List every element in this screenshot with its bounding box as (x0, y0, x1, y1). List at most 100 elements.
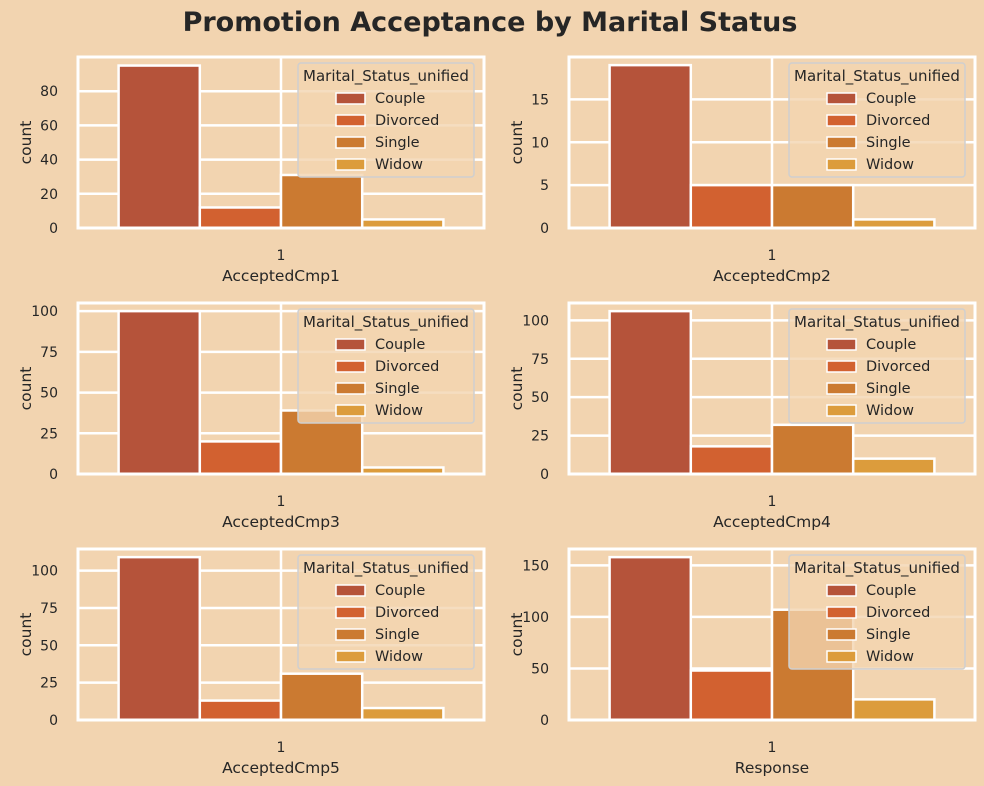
legend-swatch-divorced (335, 606, 366, 619)
axes-frame (76, 547, 486, 722)
legend-label-couple: Couple (866, 337, 916, 353)
legend-swatch-couple (826, 584, 857, 597)
subplot-2: 0 5 10 15 1 AcceptedCmp2 count Marital_Status_u… (508, 55, 977, 285)
bar-couple (117, 64, 202, 230)
x-tick-label: 1 (277, 494, 286, 510)
legend-title: Marital_Status_unified (794, 313, 960, 332)
legend-label-widow: Widow (866, 403, 914, 419)
y-tick-label: 100 (31, 564, 58, 580)
bar-widow (851, 457, 936, 476)
legend: Marital_Status_unified Couple Divorced Sing… (297, 308, 475, 424)
y-axis-label: count (508, 121, 526, 165)
legend-label-couple: Couple (866, 583, 916, 599)
legend-label-widow: Widow (866, 649, 914, 665)
y-axis-label: count (17, 613, 35, 657)
legend-label-divorced: Divorced (375, 359, 439, 375)
y-tick-label: 25 (531, 429, 549, 445)
axes-frame (567, 301, 977, 476)
legend-swatch-couple (335, 92, 366, 105)
legend-swatch-divorced (335, 360, 366, 373)
y-tick-label: 75 (40, 601, 58, 617)
bar-single (770, 423, 855, 476)
subplot-5: 0 25 50 75 100 1 AcceptedCmp5 count Marital_Stat… (17, 547, 486, 777)
bar-single (279, 173, 364, 230)
x-tick-label: 1 (277, 740, 286, 756)
x-tick-label: 1 (768, 494, 777, 510)
legend-title: Marital_Status_unified (794, 559, 960, 578)
y-tick-label: 40 (40, 153, 58, 169)
bar-divorced (198, 440, 283, 476)
legend-label-couple: Couple (375, 337, 425, 353)
legend-swatch-widow (826, 650, 857, 663)
legend: Marital_Status_unified Couple Divorced Sing… (788, 554, 966, 670)
legend: Marital_Status_unified Couple Divorced Sing… (788, 62, 966, 178)
legend: Marital_Status_unified Couple Divorced Sing… (297, 62, 475, 178)
y-tick-label: 100 (31, 304, 58, 320)
y-tick-label: 25 (40, 676, 58, 692)
bar-couple (608, 63, 693, 230)
legend-label-single: Single (375, 627, 420, 643)
bar-couple (608, 309, 693, 476)
y-tick-label: 0 (49, 221, 58, 237)
y-tick-label: 50 (531, 661, 549, 677)
legend-swatch-couple (335, 584, 366, 597)
x-axis-label: AcceptedCmp2 (713, 267, 831, 285)
y-tick-label: 0 (49, 467, 58, 483)
legend-label-couple: Couple (375, 583, 425, 599)
subplot-3: 0 25 50 75 100 1 AcceptedCmp3 count Marital_Stat… (17, 301, 486, 531)
y-tick-label: 50 (40, 638, 58, 654)
x-axis-label: Response (735, 759, 809, 777)
y-tick-label: 100 (522, 313, 549, 329)
legend-label-couple: Couple (866, 91, 916, 107)
legend-label-single: Single (866, 381, 911, 397)
legend-swatch-widow (826, 158, 857, 171)
bar-divorced (689, 183, 774, 230)
legend-swatch-single (335, 382, 366, 395)
legend-title: Marital_Status_unified (303, 559, 469, 578)
y-tick-label: 150 (522, 558, 549, 574)
y-tick-label: 0 (540, 713, 549, 729)
bar-divorced (198, 206, 283, 230)
y-axis-label: count (508, 367, 526, 411)
legend-title: Marital_Status_unified (794, 67, 960, 86)
legend-label-widow: Widow (375, 157, 423, 173)
subplot-1: 0 20 40 60 80 1 AcceptedCmp1 count Marital_Statu… (17, 55, 486, 285)
legend-label-divorced: Divorced (866, 359, 930, 375)
y-tick-label: 50 (531, 390, 549, 406)
bar-divorced (198, 699, 283, 722)
legend-label-single: Single (375, 381, 420, 397)
y-tick-label: 25 (40, 426, 58, 442)
legend-label-widow: Widow (375, 649, 423, 665)
y-tick-label: 0 (49, 713, 58, 729)
bar-divorced (689, 669, 774, 722)
x-tick-label: 1 (277, 248, 286, 264)
axes-frame (76, 301, 486, 476)
legend-swatch-couple (826, 338, 857, 351)
bar-single (279, 672, 364, 722)
y-tick-label: 5 (540, 178, 549, 194)
legend-swatch-divorced (826, 606, 857, 619)
legend-swatch-divorced (826, 114, 857, 127)
legend-swatch-divorced (826, 360, 857, 373)
axes-frame (76, 55, 486, 230)
figure-title: Promotion Acceptance by Marital Status (183, 7, 798, 38)
x-axis-label: AcceptedCmp5 (222, 759, 340, 777)
y-axis-label: count (17, 367, 35, 411)
legend-label-divorced: Divorced (375, 605, 439, 621)
bar-widow (360, 706, 445, 722)
legend-label-single: Single (866, 135, 911, 151)
y-tick-label: 80 (40, 84, 58, 100)
legend-swatch-widow (335, 404, 366, 417)
subplot-4: 0 25 50 75 100 1 AcceptedCmp4 count Marital_Stat… (508, 301, 977, 531)
y-tick-label: 50 (40, 386, 58, 402)
legend-label-divorced: Divorced (866, 113, 930, 129)
y-tick-label: 75 (40, 345, 58, 361)
y-tick-label: 0 (540, 221, 549, 237)
legend-label-divorced: Divorced (375, 113, 439, 129)
legend-swatch-single (826, 382, 857, 395)
axes-frame (567, 55, 977, 230)
legend-label-single: Single (375, 135, 420, 151)
legend-swatch-couple (826, 92, 857, 105)
legend: Marital_Status_unified Couple Divorced Sing… (297, 554, 475, 670)
legend-swatch-couple (335, 338, 366, 351)
